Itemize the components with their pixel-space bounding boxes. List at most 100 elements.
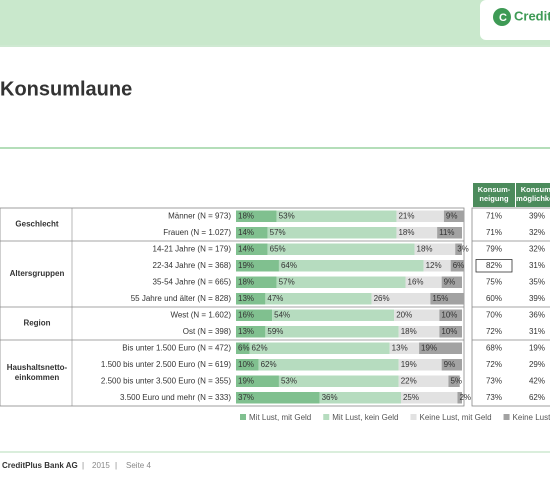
table-cell: 79%: [486, 244, 502, 253]
value-label: 16%: [238, 310, 254, 319]
bar-segment: [319, 392, 401, 404]
table-header-cell: [516, 183, 550, 207]
bar-segment: [265, 326, 399, 338]
bar-segment: [398, 375, 449, 387]
value-label: 14%: [238, 228, 254, 237]
group-label: einkommen: [15, 373, 60, 382]
table-cell: 70%: [486, 310, 502, 319]
value-label: 6%: [238, 343, 250, 352]
bar-segment: [405, 276, 442, 288]
legend-label: Mit Lust, kein Geld: [332, 413, 398, 422]
bar-segment: [443, 210, 465, 222]
bar-segment: [236, 359, 259, 371]
value-label: 13%: [238, 294, 254, 303]
table-header-text: möglichkeit: [516, 194, 550, 203]
bar-segment: [448, 375, 460, 387]
value-label: 11%: [439, 228, 454, 237]
logo-text: CreditPlus: [514, 8, 550, 23]
legend-label: Mit Lust, mit Geld: [249, 413, 311, 422]
legend-swatch: [323, 414, 330, 420]
bar-segment: [398, 326, 440, 338]
value-label: 2%: [459, 393, 471, 402]
value-label: 19%: [238, 261, 254, 270]
value-label: 59%: [267, 327, 283, 336]
bar-segment: [236, 392, 320, 404]
value-label: 47%: [267, 294, 283, 303]
value-label: 19%: [238, 376, 254, 385]
bar-segment: [450, 260, 465, 272]
category-label: 2.500 bis unter 3.500 Euro (N = 355): [101, 376, 231, 385]
category-label: 35-54 Jahre (N = 665): [153, 277, 232, 286]
header-band: [0, 0, 550, 45]
table-cell: 31%: [529, 327, 545, 336]
value-label: 62%: [252, 343, 268, 352]
category-label: Bis unter 1.500 Euro (N = 472): [122, 343, 231, 352]
value-label: 10%: [441, 310, 457, 319]
bar-segment: [423, 260, 451, 272]
bar-segment: [236, 227, 268, 239]
value-label: 65%: [270, 244, 286, 253]
bar-segment: [267, 227, 397, 239]
category-label: 1.500 bis unter 2.500 Euro (N = 619): [101, 360, 231, 369]
value-label: 14%: [238, 244, 254, 253]
legend-label: Keine Lust, mit Geld: [420, 413, 492, 422]
legend-label: Keine Lust, kein Geld: [513, 413, 550, 422]
value-label: 57%: [279, 277, 295, 286]
bar-segment: [236, 276, 277, 288]
group-label: Altersgruppen: [10, 269, 65, 278]
category-label: 55 Jahre und älter (N = 828): [131, 294, 232, 303]
value-label: 18%: [238, 277, 254, 286]
title: Konsumlaune: [0, 78, 132, 100]
bar-segment: [236, 326, 266, 338]
value-label: 9%: [444, 360, 456, 369]
table-cell: 82%: [486, 261, 502, 270]
category-label: West (N = 1.602): [170, 310, 231, 319]
category-label: 14-21 Jahre (N = 179): [153, 244, 232, 253]
highlight-box: [475, 259, 513, 273]
value-label: 10%: [441, 327, 457, 336]
table-header-text: Konsum-: [478, 185, 511, 194]
bar-segment: [278, 260, 424, 272]
value-label: 6%: [453, 261, 465, 270]
footer-company: CreditPlus Bank AG: [2, 461, 78, 470]
footer-sep: |: [115, 461, 117, 470]
bar-segment: [394, 309, 440, 321]
table-cell: 60%: [486, 294, 502, 303]
bar-segment: [455, 243, 462, 255]
value-label: 37%: [238, 393, 254, 402]
table-header-text: neigung: [479, 194, 509, 203]
value-label: 15%: [432, 294, 448, 303]
value-label: 22%: [401, 376, 417, 385]
group-label: Geschlecht: [15, 220, 58, 229]
category-label: Ost (N = 398): [183, 327, 232, 336]
bar-segment: [265, 293, 372, 305]
bar-segment: [419, 342, 462, 354]
bar-segment: [457, 392, 462, 404]
table-cell: 35%: [529, 277, 545, 286]
table-cell: 39%: [529, 294, 545, 303]
bar-segment: [389, 342, 420, 354]
bar-segment: [439, 309, 462, 321]
table-cell: 72%: [486, 327, 502, 336]
value-label: 18%: [417, 244, 433, 253]
legend-swatch: [240, 414, 246, 420]
value-label: 36%: [322, 393, 338, 402]
value-label: 16%: [408, 277, 424, 286]
bar-segment: [236, 375, 279, 387]
table-cell: 75%: [486, 277, 502, 286]
bar-segment: [236, 342, 250, 354]
table-header-text: Konsum-: [521, 185, 550, 194]
bar-segment: [278, 375, 399, 387]
bar-segment: [414, 243, 456, 255]
value-label: 54%: [274, 310, 290, 319]
group-label: Haushaltsnetto-: [7, 363, 68, 372]
value-label: 13%: [392, 343, 408, 352]
bar-segment: [236, 260, 279, 272]
value-label: 18%: [401, 327, 417, 336]
footer-page: Seite 4: [126, 461, 151, 470]
table-cell: 68%: [486, 343, 502, 352]
footer-year: 2015: [92, 461, 110, 470]
table-cell: 32%: [529, 228, 545, 237]
table-cell: 31%: [529, 261, 545, 270]
